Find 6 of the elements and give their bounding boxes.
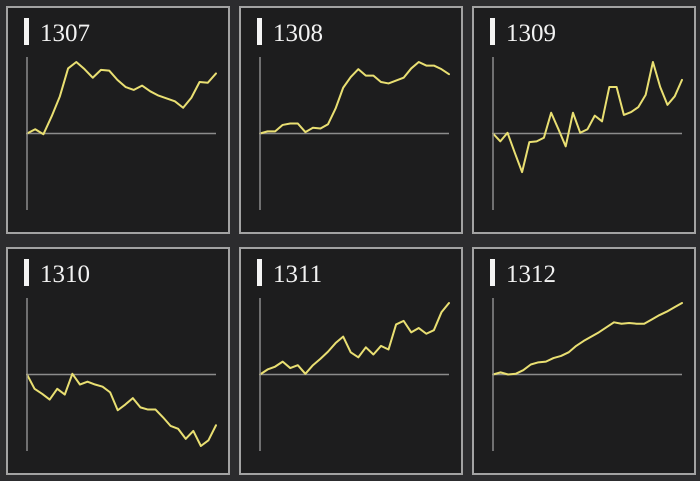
chart-title: 1308 bbox=[273, 20, 323, 48]
chart-title: 1312 bbox=[506, 261, 556, 289]
chart-title: 1310 bbox=[40, 261, 90, 289]
chart-title: 1307 bbox=[40, 20, 90, 48]
chart-title: 1309 bbox=[506, 20, 556, 48]
chart-title: 1311 bbox=[273, 261, 322, 289]
